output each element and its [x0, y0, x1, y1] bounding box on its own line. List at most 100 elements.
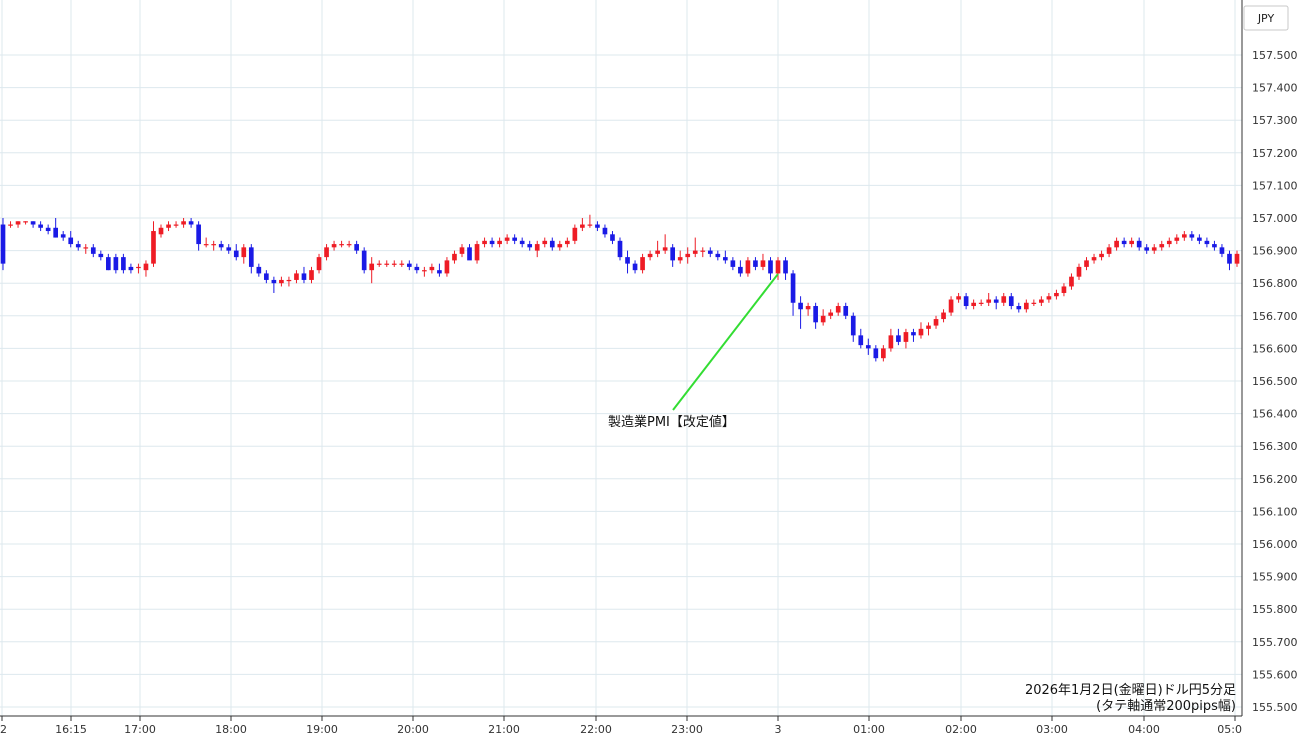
candle-body	[113, 257, 119, 271]
candle-body	[941, 312, 946, 320]
candle-body	[264, 273, 269, 280]
candle	[98, 250, 104, 261]
y-tick-label: 156.800	[1252, 277, 1298, 290]
candle-body	[790, 273, 796, 303]
candle-body	[1204, 240, 1210, 245]
candle	[497, 237, 502, 248]
candle	[23, 221, 28, 225]
candle	[993, 296, 999, 310]
y-tick-label: 156.100	[1252, 505, 1298, 518]
candle-body	[248, 247, 254, 267]
candle-body	[1061, 286, 1067, 293]
candle-body	[474, 244, 480, 261]
candle-body	[677, 257, 683, 261]
candle-body	[1136, 240, 1142, 248]
y-tick-label: 157.300	[1252, 114, 1298, 127]
x-tick-label: 01:00	[853, 723, 885, 736]
currency-label-box	[1243, 5, 1289, 31]
candle-body	[294, 273, 299, 280]
candle-body	[933, 319, 939, 326]
y-tick-label: 155.500	[1252, 701, 1298, 714]
candle-body	[98, 253, 104, 258]
candle	[1008, 292, 1014, 310]
candle	[30, 221, 36, 228]
candle-body	[346, 244, 352, 246]
candle	[798, 296, 803, 329]
candle-body	[1144, 247, 1150, 251]
candle	[828, 309, 834, 320]
y-tick-label: 155.600	[1252, 668, 1298, 681]
candle	[361, 247, 367, 274]
candle-body	[926, 325, 931, 329]
candle	[218, 240, 224, 251]
candle-body	[1197, 237, 1202, 241]
candle-body	[1084, 260, 1089, 267]
candle	[429, 263, 435, 274]
candle-body	[151, 231, 156, 264]
candle-body	[911, 332, 916, 336]
candle	[45, 224, 51, 235]
candle-body	[730, 260, 736, 267]
candle-body	[1121, 240, 1127, 245]
candle	[482, 237, 487, 248]
candle	[1054, 289, 1059, 300]
candle	[534, 240, 540, 258]
candle-body	[143, 263, 149, 271]
candle-body	[542, 240, 548, 245]
candle-body	[1091, 257, 1097, 261]
candle-body	[489, 240, 495, 245]
candle-body	[850, 315, 856, 336]
candle	[1136, 237, 1142, 251]
candle-body	[1174, 237, 1180, 241]
candle-body	[587, 224, 593, 226]
candle-body	[692, 250, 698, 254]
candle	[617, 237, 623, 261]
candle	[211, 240, 217, 251]
candle	[1069, 273, 1074, 290]
candle-body	[271, 279, 277, 284]
candle	[406, 260, 412, 271]
x-tick-label: 02:00	[945, 723, 977, 736]
candle	[692, 237, 698, 258]
candle-body	[452, 253, 457, 261]
candle-body	[429, 266, 435, 271]
candle-body	[166, 224, 171, 228]
candle	[68, 231, 74, 248]
candle	[850, 312, 856, 342]
candle-body	[256, 266, 262, 274]
candle	[647, 250, 653, 261]
candle	[572, 224, 578, 245]
candle-body	[1227, 253, 1232, 264]
candle-body	[685, 253, 691, 258]
candle	[911, 328, 916, 342]
candle	[1016, 302, 1022, 313]
x-tick-label: 2	[0, 723, 7, 736]
candle	[196, 221, 201, 251]
candle	[640, 253, 645, 274]
candle-body	[316, 257, 322, 271]
candle-body	[331, 244, 337, 248]
candle	[881, 345, 886, 362]
y-tick-label: 156.400	[1252, 408, 1298, 421]
candle	[685, 247, 691, 264]
candle	[1046, 292, 1052, 303]
candle	[1181, 231, 1187, 241]
candle-body	[873, 348, 879, 359]
candle	[948, 296, 954, 316]
y-tick-label: 155.900	[1252, 571, 1298, 584]
candle	[956, 292, 961, 303]
candle	[1099, 250, 1104, 261]
candle-body	[1114, 240, 1119, 248]
candle	[203, 237, 209, 248]
currency-label[interactable]: JPY	[1243, 5, 1289, 31]
candle-body	[519, 240, 525, 245]
candle-body	[158, 227, 164, 235]
candle-body	[1106, 247, 1112, 254]
candle-body	[647, 253, 653, 258]
annotation-text: 製造業PMI【改定値】	[608, 414, 735, 430]
candle	[444, 257, 450, 277]
candle-body	[1076, 266, 1082, 277]
candle-body	[798, 302, 803, 310]
candle	[128, 263, 134, 274]
